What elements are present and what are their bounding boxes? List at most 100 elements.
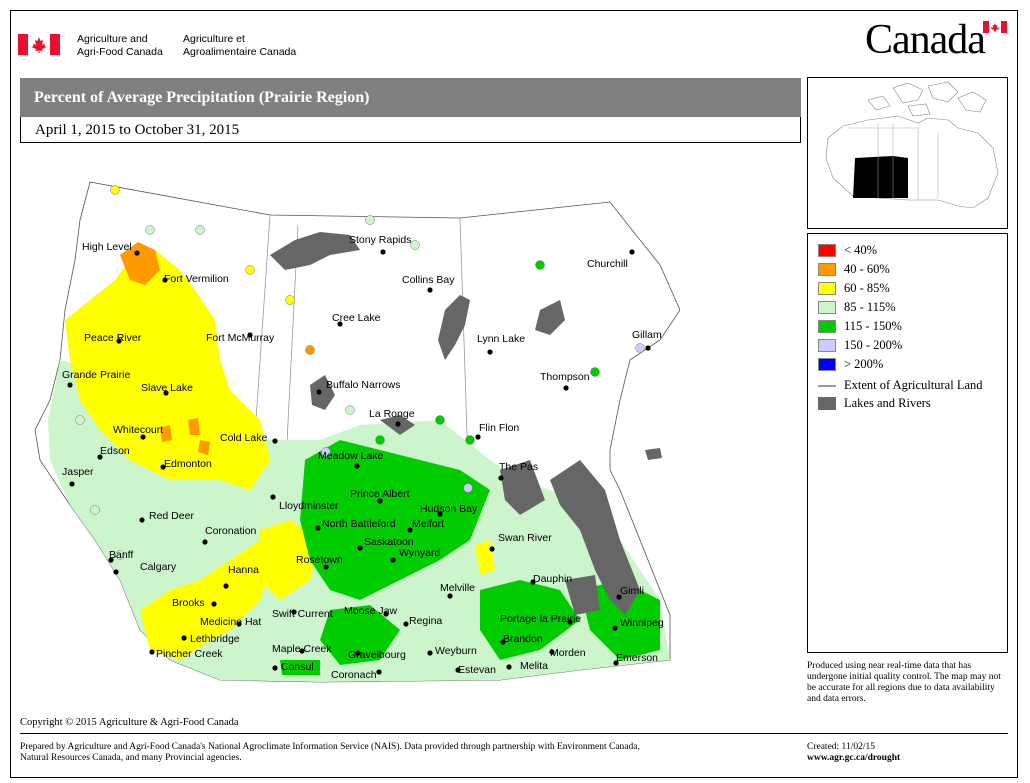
city-marker xyxy=(427,650,433,656)
city-label: Swift Current xyxy=(272,608,333,620)
legend-swatch xyxy=(818,244,836,257)
city-marker xyxy=(395,421,401,427)
city-marker xyxy=(407,527,413,533)
city-label: Gillam xyxy=(632,329,662,341)
canada-wordmark: Canada xyxy=(865,17,986,63)
city-marker xyxy=(645,345,651,351)
city-label: Hudson Bay xyxy=(420,503,478,515)
city-marker xyxy=(163,390,169,396)
city-marker xyxy=(567,619,573,625)
city-marker xyxy=(354,463,360,469)
city-marker xyxy=(377,498,383,504)
city-label: Cold Lake xyxy=(220,432,267,444)
prairie-precipitation-map: High Level Fort Vermilion Stony Rapids Chur… xyxy=(34,181,680,683)
source-url: www.agr.gc.ca/drought xyxy=(807,753,901,763)
city-marker xyxy=(403,621,409,627)
date-range: April 1, 2015 to October 31, 2015 xyxy=(20,117,801,143)
copyright: Copyright © 2015 Agriculture & Agri-Food… xyxy=(20,717,239,728)
city-marker xyxy=(67,382,73,388)
city-label: Brooks xyxy=(172,597,205,609)
city-label: Grande Prairie xyxy=(62,369,130,381)
city-marker xyxy=(475,434,481,440)
city-marker xyxy=(162,277,168,283)
city-marker xyxy=(97,454,103,460)
city-marker xyxy=(236,621,242,627)
city-marker xyxy=(202,539,208,545)
city-marker xyxy=(211,601,217,607)
city-label: Calgary xyxy=(140,561,177,573)
city-label: Whitecourt xyxy=(113,424,163,436)
city-label: Hanna xyxy=(228,564,259,576)
legend-swatch xyxy=(818,358,836,371)
city-label: Coronation xyxy=(205,525,257,537)
city-marker xyxy=(316,389,322,395)
legend-agri-extent: Extent of Agricultural Land xyxy=(818,378,983,393)
city-marker xyxy=(549,649,555,655)
city-marker xyxy=(447,593,453,599)
agri-extent-line-icon xyxy=(818,384,836,387)
legend-item: 40 - 60% xyxy=(818,262,890,277)
city-label: Jasper xyxy=(62,466,94,478)
city-label: Gimli xyxy=(620,585,644,597)
city-labels: High Level Fort Vermilion Stony Rapids Chur… xyxy=(62,234,664,681)
city-label: Consul xyxy=(281,661,314,673)
legend-item: 85 - 115% xyxy=(818,300,896,315)
city-marker xyxy=(113,569,119,575)
city-marker xyxy=(272,665,278,671)
legend-swatch xyxy=(818,320,836,333)
city-marker xyxy=(323,564,329,570)
city-label: Coronach xyxy=(331,669,377,681)
city-label: Melfort xyxy=(412,518,444,530)
city-label: Estevan xyxy=(458,664,496,676)
footer-divider xyxy=(20,733,1008,734)
legend-item: < 40% xyxy=(818,243,877,258)
page-frame xyxy=(10,10,1018,778)
city-marker xyxy=(299,648,305,654)
city-marker xyxy=(116,338,122,344)
legend-item: > 200% xyxy=(818,357,883,372)
city-label: Melville xyxy=(440,582,475,594)
city-label: Lloydminster xyxy=(279,500,339,512)
legend-swatch xyxy=(818,263,836,276)
city-label: Slave Lake xyxy=(141,382,193,394)
city-label: Meadow Lake xyxy=(318,450,384,462)
zone-40-60 xyxy=(120,242,210,455)
city-label: Fort McMurray xyxy=(206,332,275,344)
city-label: Winnipeg xyxy=(620,617,664,629)
legend-swatch xyxy=(818,301,836,314)
city-marker xyxy=(149,649,155,655)
city-label: Rosetown xyxy=(296,554,343,566)
city-marker xyxy=(563,385,569,391)
city-marker xyxy=(455,667,461,673)
city-label: Emerson xyxy=(616,652,658,664)
city-label: Melita xyxy=(520,660,548,672)
city-label: Swan River xyxy=(498,532,552,544)
city-marker xyxy=(160,464,166,470)
city-label: Buffalo Narrows xyxy=(326,379,401,391)
city-label: Edmonton xyxy=(164,458,212,470)
city-label: Lethbridge xyxy=(190,633,240,645)
city-label: Stony Rapids xyxy=(349,234,411,246)
city-label: Saskatoon xyxy=(364,536,414,548)
legend-item: 115 - 150% xyxy=(818,319,902,334)
city-label: Dauphin xyxy=(533,573,572,585)
city-label: Banff xyxy=(109,549,133,561)
city-marker xyxy=(487,349,493,355)
city-marker xyxy=(629,249,635,255)
city-label: Cree Lake xyxy=(332,312,381,324)
locator-map xyxy=(807,77,1008,229)
lakes-swatch xyxy=(818,397,836,410)
city-label: Wynyard xyxy=(399,547,440,559)
city-label: High Level xyxy=(82,241,132,253)
city-marker xyxy=(437,511,443,517)
creation-info: Created: 11/02/15 www.agr.gc.ca/drought xyxy=(807,742,900,764)
city-marker xyxy=(616,594,622,600)
city-label: Lynn Lake xyxy=(477,333,525,345)
city-marker xyxy=(223,583,229,589)
city-label: Brandon xyxy=(503,633,543,645)
city-marker xyxy=(181,635,187,641)
legend-lakes: Lakes and Rivers xyxy=(818,396,931,411)
city-label: Prince Albert xyxy=(350,488,410,500)
city-marker xyxy=(500,639,506,645)
legend-swatch xyxy=(818,339,836,352)
